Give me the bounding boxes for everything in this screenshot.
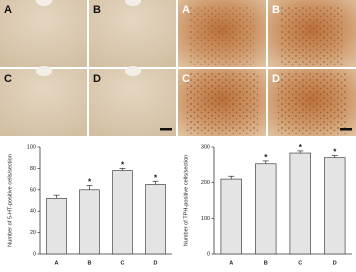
significance-mark: * — [154, 173, 158, 182]
significance-mark: * — [299, 143, 303, 152]
x-tick-label: B — [88, 260, 92, 266]
panel-label: D — [272, 73, 280, 85]
panel-label: B — [272, 4, 280, 16]
bar — [220, 178, 242, 255]
panel-label: C — [4, 73, 12, 85]
x-tick-label: B — [264, 260, 268, 266]
significance-mark: * — [333, 148, 337, 157]
y-axis-label: Number of 5-HT-positive cells/section — [7, 154, 13, 247]
x-tick-label: C — [298, 260, 302, 266]
bar — [145, 184, 166, 255]
y-tick-label: 0 — [33, 251, 36, 257]
panel-label: A — [4, 4, 12, 16]
x-tick-label: A — [55, 260, 59, 266]
y-tick-label: 80 — [30, 166, 36, 172]
y-tick-label: 100 — [27, 144, 36, 150]
y-tick-label: 100 — [201, 216, 210, 222]
significance-mark: * — [88, 178, 92, 187]
y-axis-label: Number of TPH-positive cells/section — [183, 155, 189, 247]
bar — [112, 170, 133, 255]
x-tick-label: D — [333, 260, 337, 266]
bar — [324, 157, 346, 255]
y-tick-label: 40 — [30, 209, 36, 215]
significance-mark: * — [121, 161, 125, 170]
significance-mark: * — [264, 153, 268, 162]
y-tick-label: 0 — [207, 251, 210, 257]
micrographs-tph: A B C D — [178, 0, 356, 136]
panel-label: A — [182, 4, 190, 16]
micrographs-5ht: A B C D — [0, 0, 176, 136]
y-tick-label: 20 — [30, 230, 36, 236]
y-tick-label: 60 — [30, 187, 36, 193]
y-tick-label: 200 — [201, 180, 210, 186]
bar — [79, 189, 100, 255]
x-tick-label: D — [154, 260, 158, 266]
scale-bar — [160, 128, 172, 131]
panel-label: C — [182, 73, 190, 85]
x-tick-label: C — [121, 260, 125, 266]
bar — [289, 152, 311, 255]
x-tick-label: A — [229, 260, 233, 266]
panel-label: B — [93, 4, 101, 16]
panel-label: D — [93, 73, 101, 85]
scale-bar — [340, 128, 352, 131]
y-tick-label: 300 — [201, 144, 210, 150]
bar — [46, 198, 67, 255]
bar — [255, 163, 277, 255]
